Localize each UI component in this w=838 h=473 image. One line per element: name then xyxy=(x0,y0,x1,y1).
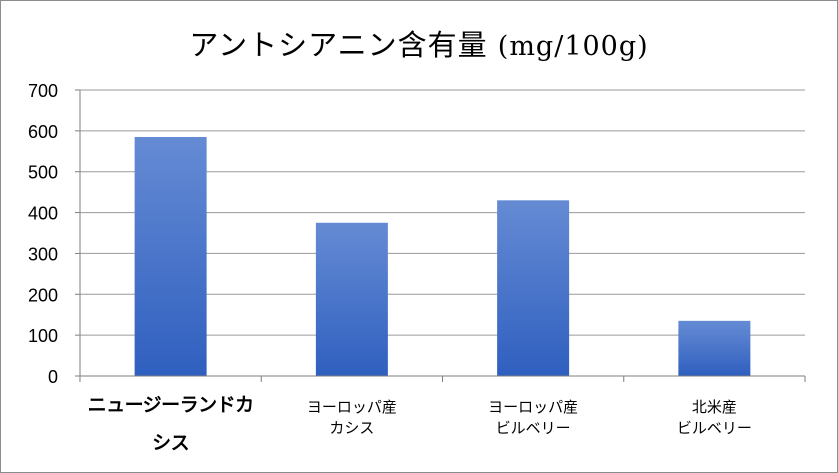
y-tick-label: 300 xyxy=(28,244,58,264)
x-tick-label-line: ヨーロッパ産 xyxy=(488,398,579,416)
bar xyxy=(678,320,751,376)
x-tick-label: ヨーロッパ産 カシス xyxy=(262,397,442,439)
x-tick-label: 北米産 ビルベリー xyxy=(624,397,804,439)
bar xyxy=(497,200,570,376)
chart-title: アントシアニン含有量 (mg/100g) xyxy=(0,22,838,64)
y-tick-label: 600 xyxy=(28,122,58,142)
y-tick-label: 100 xyxy=(28,326,58,346)
axes xyxy=(75,89,806,382)
chart-title-unit: (mg/100g) xyxy=(497,31,649,62)
x-tick-label: ニュージーランドカ シス xyxy=(81,386,261,462)
x-tick-label-line: カシス xyxy=(329,419,375,437)
y-tick-label: 700 xyxy=(28,81,58,101)
x-tick-label-line: シス xyxy=(152,432,190,454)
x-tick-label-line: ニュージーランドカ xyxy=(87,394,255,416)
y-tick-label: 200 xyxy=(28,285,58,305)
y-tick-labels: 0 100 200 300 400 500 600 700 xyxy=(28,81,58,387)
bar xyxy=(315,222,388,376)
bar xyxy=(134,136,207,376)
x-tick-label-line: ヨーロッパ産 xyxy=(306,398,397,416)
y-tick-label: 400 xyxy=(28,204,58,224)
x-tick-label: ヨーロッパ産 ビルベリー xyxy=(443,397,623,439)
chart-title-text: アントシアニン含有量 xyxy=(189,28,488,62)
y-tick-label: 0 xyxy=(48,367,58,387)
bars xyxy=(134,136,751,376)
x-tick-label-line: 北米産 xyxy=(691,398,737,416)
y-tick-label: 500 xyxy=(28,163,58,183)
x-tick-label-line: ビルベリー xyxy=(676,419,752,437)
x-tick-label-line: ビルベリー xyxy=(495,419,571,437)
